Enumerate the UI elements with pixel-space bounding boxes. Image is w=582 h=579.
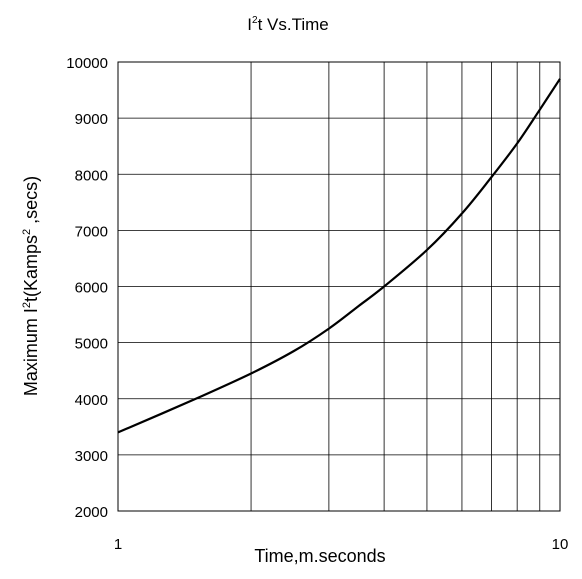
y-label-sup2: 2 (21, 229, 33, 235)
y-label-part3: ,secs) (21, 176, 41, 229)
chart-title-sup: 2 (252, 15, 258, 26)
y-axis-label: Maximum I2t(Kamps2 ,secs) (21, 176, 41, 396)
y-tick-label: 2000 (75, 504, 108, 521)
y-tick-label: 6000 (75, 280, 108, 297)
y-label-sup1: 2 (21, 302, 33, 308)
series-line (117, 78, 561, 434)
y-label-part2: t(Kamps (21, 235, 41, 302)
y-tick-label: 7000 (75, 223, 108, 240)
y-tick-label: 8000 (75, 167, 108, 184)
y-tick-label: 4000 (75, 392, 108, 409)
y-tick-label: 10000 (66, 55, 108, 72)
plot-frame (117, 61, 561, 512)
y-label-part1: Maximum I (21, 308, 41, 396)
chart-title-rest: t Vs.Time (258, 15, 329, 34)
y-tick-labels: 2000 3000 4000 5000 6000 7000 8000 9000 10000 (66, 55, 108, 521)
x-tick-labels: 1 10 (114, 536, 569, 553)
x-tick-label: 10 (552, 536, 569, 553)
series-group (117, 78, 561, 434)
x-tick-label: 1 (114, 536, 122, 553)
y-tick-label: 5000 (75, 336, 108, 353)
chart-title: I2t Vs.Time (247, 15, 328, 34)
y-tick-label: 9000 (75, 111, 108, 128)
x-axis-label: Time,m.seconds (254, 546, 385, 566)
y-tick-label: 3000 (75, 448, 108, 465)
chart-title-base: I (247, 15, 252, 34)
